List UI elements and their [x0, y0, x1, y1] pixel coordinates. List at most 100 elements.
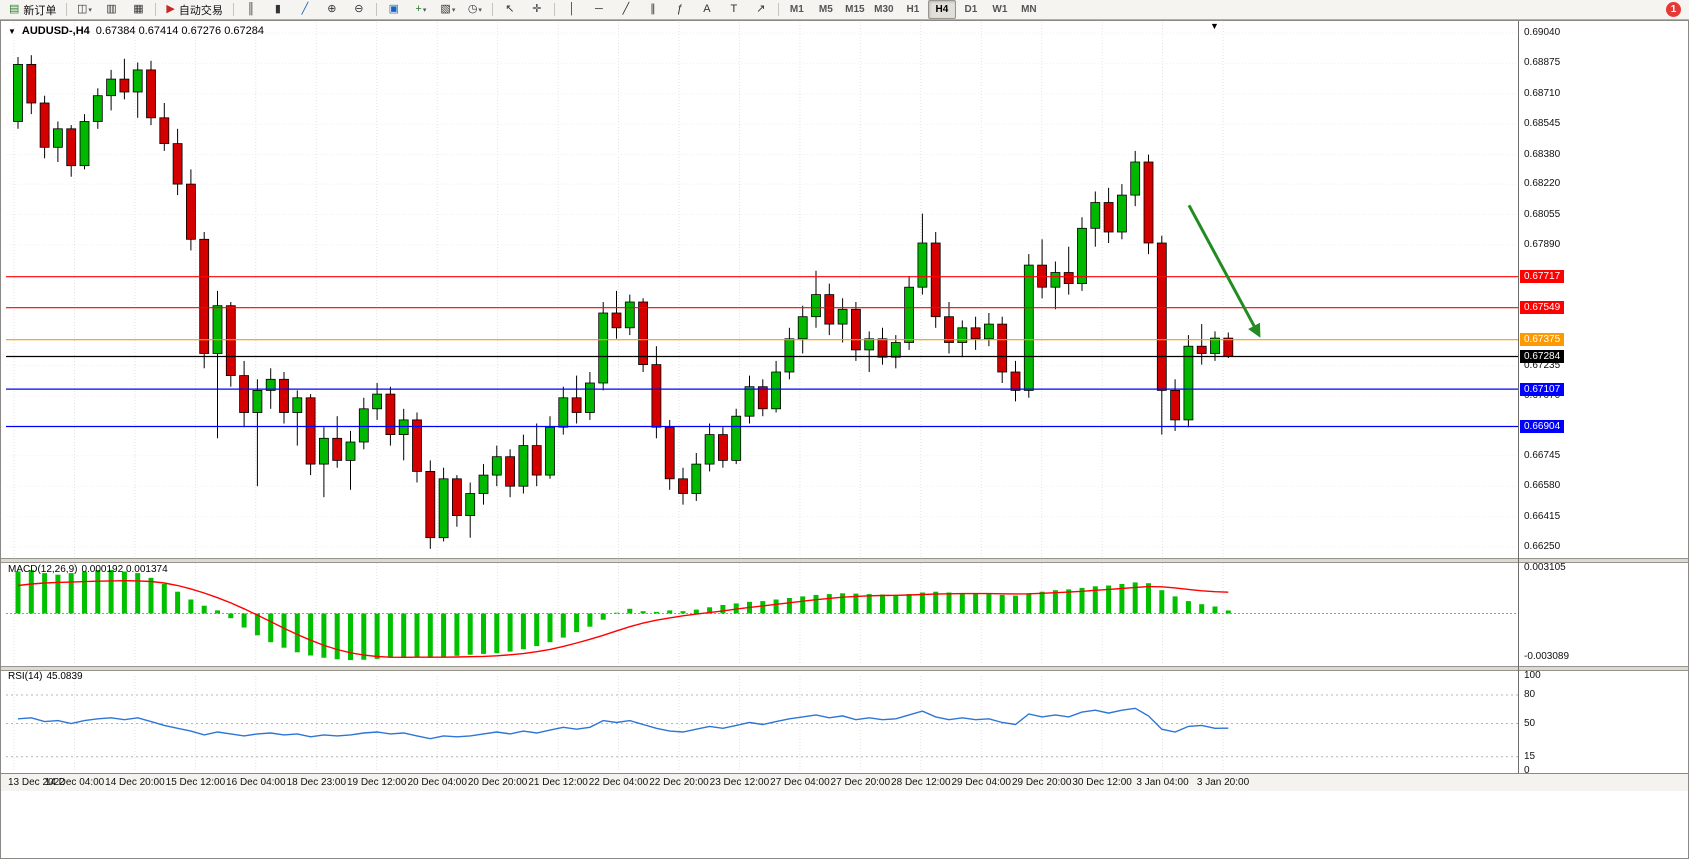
chart-title: ▼ AUDUSD-,H4 0.67384 0.67414 0.67276 0.6…	[8, 25, 264, 37]
price-axis-label: 0.67235	[1524, 359, 1561, 371]
dropdown-caret-icon: ▾	[451, 6, 456, 14]
candlestick-chart-button[interactable]: ▮	[265, 0, 291, 19]
time-axis-label: 14 Dec 04:00	[44, 777, 105, 788]
price-axis-label: 0.68545	[1524, 118, 1561, 130]
panel-splitter-rsi[interactable]	[1, 666, 1688, 671]
timeframe-m30-button[interactable]: M30	[874, 4, 894, 15]
macd-values: 0.000192 0.001374	[81, 564, 168, 575]
time-axis-label: 28 Dec 12:00	[891, 777, 951, 788]
rsi-axis-label: 80	[1524, 689, 1536, 700]
time-axis-label: 18 Dec 23:00	[286, 777, 347, 788]
panel-splitter-macd[interactable]	[1, 558, 1688, 563]
arrows-icon: ↗	[756, 3, 766, 15]
price-axis-label: 0.68220	[1524, 178, 1561, 190]
zoom-out-icon: ⊖	[354, 3, 364, 15]
time-axis-label: 16 Dec 04:00	[226, 777, 286, 788]
time-axis-label: 20 Dec 04:00	[407, 777, 467, 788]
zoom-in-icon: ⊕	[327, 3, 337, 15]
timeframe-m15-button[interactable]: M15	[845, 4, 865, 15]
time-axis-label: 19 Dec 12:00	[346, 777, 407, 788]
new-chart-button[interactable]: ◫ ▾	[71, 0, 97, 19]
bar-chart-button[interactable]: ║	[238, 0, 264, 19]
periods-icon: ◷	[467, 3, 478, 15]
price-axis-separator	[1518, 21, 1519, 773]
toolbar-separator	[553, 3, 555, 16]
toolbar-separator	[66, 3, 68, 16]
price-axis-label: 0.66415	[1524, 510, 1561, 522]
timeframe-h1-button[interactable]: H1	[906, 4, 920, 15]
rsi-axis-label: 0	[1524, 765, 1530, 776]
zoom-in-button[interactable]: ⊕	[319, 0, 345, 19]
rsi-canvas[interactable]	[6, 676, 1518, 771]
trendline-icon: ╱	[622, 3, 630, 15]
toolbar-separator	[155, 3, 157, 16]
crosshair-icon: ✛	[532, 3, 542, 15]
time-axis-label: 27 Dec 04:00	[770, 777, 830, 788]
time-axis-label: 20 Dec 20:00	[467, 777, 528, 788]
rsi-value: 45.0839	[46, 671, 83, 682]
tile-windows-button[interactable]: ▣	[381, 0, 407, 19]
bar-chart-icon: ║	[246, 3, 255, 15]
periods-button[interactable]: ◷ ▾	[462, 0, 488, 19]
timeframe-m5-button[interactable]: M5	[818, 4, 833, 15]
profiles-button[interactable]: ▥	[98, 0, 124, 19]
price-axis-label: 0.68380	[1524, 148, 1561, 160]
time-axis-label: 3 Jan 04:00	[1136, 777, 1189, 788]
rsi-label: RSI(14) 45.0839	[8, 671, 83, 682]
timeframe-m1-button[interactable]: M1	[789, 4, 804, 15]
chart-symbol-period: AUDUSD-,H4	[21, 25, 90, 37]
timeframe-w1-button[interactable]: W1	[992, 4, 1008, 15]
time-axis-label: 23 Dec 12:00	[709, 777, 770, 788]
equidistant-channel-button[interactable]: ∥	[640, 0, 666, 19]
chart-window	[0, 20, 1689, 859]
candlestick-chart-icon: ▮	[274, 3, 281, 15]
time-axis-label: 29 Dec 20:00	[1011, 777, 1072, 788]
macd-axis-label: -0.003089	[1524, 651, 1570, 662]
cursor-button[interactable]: ↖	[497, 0, 523, 19]
indicators-button[interactable]: + ▾	[408, 0, 434, 19]
new-chart-icon: ◫	[76, 3, 88, 15]
horizontal-line-button[interactable]: ─	[586, 0, 612, 19]
trendline-button[interactable]: ╱	[613, 0, 639, 19]
macd-label: MACD(12,26,9) 0.000192 0.001374	[8, 564, 168, 575]
zoom-out-button[interactable]: ⊖	[346, 0, 372, 19]
chart-shift-marker[interactable]: ▼	[1210, 21, 1219, 31]
fibonacci-button[interactable]: ƒ	[667, 0, 693, 19]
new-order-button[interactable]: ▤ 新订单	[3, 0, 62, 19]
fibonacci-icon: ƒ	[676, 3, 683, 15]
macd-canvas[interactable]	[6, 563, 1518, 664]
equidistant-channel-icon: ∥	[650, 3, 656, 15]
vertical-line-button[interactable]: │	[559, 0, 585, 19]
toolbar-separator	[232, 3, 234, 16]
price-axis-label: 0.68875	[1524, 57, 1561, 69]
price-chart-canvas[interactable]	[6, 22, 1518, 558]
indicators-icon: +	[415, 3, 422, 15]
autotrading-icon: ▶	[166, 3, 175, 15]
time-axis-label: 22 Dec 04:00	[588, 777, 649, 788]
toolbar-separator	[777, 3, 779, 16]
horizontal-line-icon: ─	[594, 3, 603, 15]
toolbar: ▤ 新订单 ◫ ▾ ▥ ▦ ▶ 自动交易 ║ ▮ ╱ ⊕ ⊖ ▣ + ▾ ▧ ▾ ◷ ▾ ↖ ✛ │ ─ ╱ ∥ ƒ A T ↗ M1 M5 M…	[0, 0, 1689, 20]
timeframe-mn-button[interactable]: MN	[1021, 4, 1037, 15]
crosshair-button[interactable]: ✛	[524, 0, 550, 19]
line-chart-button[interactable]: ╱	[292, 0, 318, 19]
text-label-icon: T	[730, 3, 738, 15]
arrows-button[interactable]: ↗	[748, 0, 774, 19]
one-click-trading-toggle[interactable]: ▼	[8, 26, 16, 36]
text-label-button[interactable]: T	[721, 0, 747, 19]
text-button[interactable]: A	[694, 0, 720, 19]
price-tag: 0.67107	[1520, 382, 1565, 396]
timeframe-h4-button[interactable]: H4	[927, 0, 956, 19]
toolbar-separator	[491, 3, 493, 16]
tile-windows-icon: ▣	[388, 3, 400, 15]
notification-badge[interactable]: 1	[1666, 2, 1681, 17]
data-window-button[interactable]: ▦	[125, 0, 151, 19]
time-axis[interactable]: 13 Dec 2022 14 Dec 04:00 14 Dec 20:00 15 De…	[1, 773, 1688, 791]
autotrading-button[interactable]: ▶ 自动交易	[160, 0, 228, 19]
time-axis-label: 29 Dec 04:00	[951, 777, 1011, 788]
time-axis-label: 22 Dec 20:00	[649, 777, 709, 788]
templates-button[interactable]: ▧ ▾	[435, 0, 461, 19]
timeframe-d1-button[interactable]: D1	[964, 4, 978, 15]
dropdown-caret-icon: ▾	[478, 6, 482, 14]
time-axis-label: 14 Dec 20:00	[105, 777, 165, 788]
